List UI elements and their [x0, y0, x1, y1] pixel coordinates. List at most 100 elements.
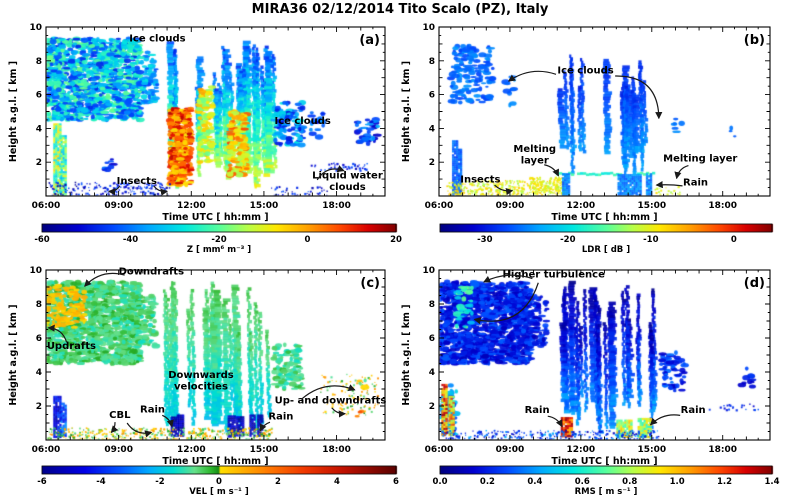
colorbar-tick-label: 0: [305, 235, 311, 245]
colorbar-tick-label: 0.2: [480, 477, 495, 487]
colorbar-unit-label: RMS [ m s⁻¹ ]: [575, 487, 638, 497]
colorbar-unit-label: VEL [ m s⁻¹ ]: [189, 487, 249, 497]
colorbar-tick-label: 1.4: [764, 477, 779, 487]
annotation-text: Insects: [117, 176, 157, 187]
x-tick-label: 06:00: [425, 201, 454, 211]
colorbar-tick-label: -6: [37, 477, 47, 487]
colorbar-unit-label: LDR [ dB ]: [582, 245, 630, 255]
colorbar-tick-label: -20: [211, 235, 226, 245]
y-tick-label: 6: [36, 334, 42, 344]
y-axis-label: Height a.g.l. [ km ]: [8, 61, 19, 162]
colorbar-tick-label: -40: [123, 235, 138, 245]
x-tick-label: 12:00: [567, 445, 596, 455]
colorbar-tick-label: 1.0: [670, 477, 685, 487]
annotation-text: Ice clouds: [274, 116, 330, 127]
plot-frame-c: [45, 269, 386, 441]
annotation-text: Rain: [525, 405, 550, 416]
y-tick-label: 4: [429, 368, 435, 378]
axis-ticks: [438, 26, 771, 197]
annotation-arrow: [153, 185, 169, 196]
y-axis-label: Height a.g.l. [ km ]: [8, 304, 19, 405]
panel-letter: (a): [359, 33, 380, 48]
y-tick-label: 8: [36, 57, 42, 67]
colorbar-tick-label: -30: [477, 235, 492, 245]
annotation-arrow: [615, 75, 663, 120]
x-tick-label: 12:00: [177, 445, 206, 455]
annotation-text: Up- and downdrafts: [275, 395, 387, 406]
colorbar-tick-label: -60: [34, 235, 49, 245]
colorbar-tick-label: -10: [643, 235, 658, 245]
annotation-arrow: [161, 414, 174, 428]
y-tick-label: 10: [422, 266, 435, 276]
x-tick-label: 15:00: [637, 201, 666, 211]
y-tick-label: 2: [429, 158, 435, 168]
colorbar-tick-label: 6: [393, 477, 399, 487]
colorbar-frame: [439, 223, 773, 233]
x-tick-label: 18:00: [708, 445, 737, 455]
x-tick-label: 15:00: [250, 445, 279, 455]
y-tick-label: 10: [422, 23, 435, 33]
annotation-arrow: [316, 165, 345, 181]
annotation-arrow: [483, 274, 533, 283]
colorbar-tick-label: 0: [731, 235, 737, 245]
y-tick-label: 6: [36, 91, 42, 101]
x-tick-label: 06:00: [425, 445, 454, 455]
colorbar-tick-label: 1.2: [717, 477, 732, 487]
annotation-text: Liquid water clouds: [312, 170, 383, 193]
colorbar-tick-label: 0.8: [622, 477, 637, 487]
panel-d: 06:00 09:00 12:00 15:00 18:00 2 4 6 8 10 Time UTC …: [401, 266, 780, 497]
annotation-arrow: [547, 415, 563, 428]
annotation-arrow: [259, 421, 271, 432]
annotation-arrow: [507, 70, 557, 82]
annotation-arrow: [84, 272, 125, 287]
y-axis-label: Height a.g.l. [ km ]: [401, 304, 412, 405]
x-axis-label: Time UTC [ hh:mm ]: [162, 456, 268, 467]
annotation-text: Downwards velocities: [168, 370, 234, 393]
annotation-text: Ice clouds: [129, 33, 185, 44]
annotation-arrow: [544, 164, 559, 177]
colorbar-tick-label: 0.0: [432, 477, 447, 487]
x-tick-label: 18:00: [708, 201, 737, 211]
colorbar-tick-label: -20: [560, 235, 575, 245]
y-tick-label: 2: [429, 402, 435, 412]
annotation-text: Rain: [140, 404, 165, 415]
colorbar-tick-label: -4: [96, 477, 106, 487]
y-tick-label: 10: [29, 23, 42, 33]
annotation-text: Melting layer: [663, 153, 737, 164]
annotation-text: Insects: [460, 174, 500, 185]
x-tick-label: 18:00: [322, 201, 351, 211]
y-tick-label: 4: [429, 124, 435, 134]
colorbar-tick-label: 0.6: [575, 477, 590, 487]
annotation-arrow: [301, 384, 356, 400]
figure-title: MIRA36 02/12/2014 Tito Scalo (PZ), Italy: [251, 2, 549, 17]
x-tick-label: 12:00: [567, 201, 596, 211]
annotation-arrow: [108, 185, 121, 196]
x-axis-label: Time UTC [ hh:mm ]: [551, 456, 657, 467]
annotation-text: Higher turbulence: [502, 270, 605, 281]
x-tick-label: 18:00: [322, 445, 351, 455]
plot-frame-a: [45, 26, 386, 197]
plot-frame-d: [438, 269, 771, 441]
x-tick-label: 09:00: [104, 445, 133, 455]
y-tick-label: 6: [429, 91, 435, 101]
annotation-arrow: [674, 165, 689, 180]
annotation-arrow: [126, 422, 153, 438]
annotation-text: Downdrafts: [119, 266, 184, 277]
colorbar-tick-label: 0: [216, 477, 222, 487]
colorbar-tick-label: 20: [390, 235, 402, 245]
y-tick-label: 8: [429, 300, 435, 310]
y-tick-label: 2: [36, 158, 42, 168]
annotation-arrow: [655, 181, 683, 189]
colorbar-frame: [41, 223, 397, 233]
y-tick-label: 8: [429, 57, 435, 67]
annotation-text: Rain: [683, 178, 708, 189]
panel-letter: (d): [744, 276, 765, 291]
panel-letter: (b): [744, 33, 765, 48]
x-tick-label: 06:00: [32, 201, 61, 211]
colorbar-tick-label: 2: [275, 477, 281, 487]
colorbar-tick-label: 4: [334, 477, 340, 487]
x-tick-label: 09:00: [496, 445, 525, 455]
